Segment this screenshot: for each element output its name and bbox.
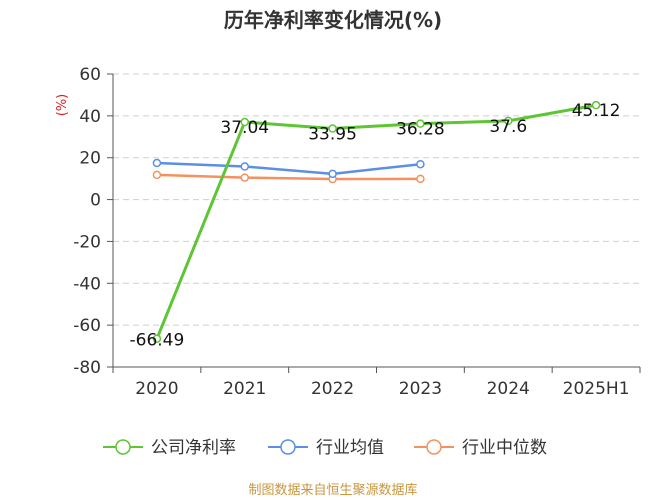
y-tick-label: -60 xyxy=(73,316,101,336)
data-point xyxy=(416,159,425,169)
x-tick-label: 2025H1 xyxy=(563,379,630,399)
data-label: 33.95 xyxy=(308,125,357,145)
legend: 公司净利率 行业均值 行业中位数 xyxy=(103,438,547,458)
data-point xyxy=(240,162,249,171)
axes: 60 40 20 0 -20 -40 -60 -80 2020 2021 2022 2023 2024 2… xyxy=(73,65,641,399)
chart-title: 历年净利率变化情况(%) xyxy=(224,8,442,32)
legend-marker xyxy=(280,439,296,455)
gridlines xyxy=(113,73,640,326)
data-point xyxy=(152,170,162,180)
x-tick-label: 2021 xyxy=(223,379,266,399)
y-tick-label: 20 xyxy=(79,149,101,169)
legend-marker xyxy=(426,439,442,455)
data-point xyxy=(416,119,425,128)
data-point xyxy=(504,116,513,126)
y-axis-unit: (%) xyxy=(55,94,70,117)
y-tick-label: 40 xyxy=(79,107,101,127)
x-tick-label: 2023 xyxy=(399,379,442,399)
data-point xyxy=(240,117,249,127)
series-lines xyxy=(152,100,601,343)
data-point xyxy=(152,334,162,343)
data-point xyxy=(416,174,425,184)
data-label: 37.6 xyxy=(489,117,527,137)
x-tick-label: 2024 xyxy=(487,379,530,399)
series-line xyxy=(156,161,421,176)
legend-label: 行业中位数 xyxy=(462,438,547,458)
legend-label: 公司净利率 xyxy=(151,438,236,458)
data-label: 37.04 xyxy=(220,118,269,138)
data-point xyxy=(152,158,162,168)
y-tick-label: -40 xyxy=(73,274,101,294)
y-tick-label: -20 xyxy=(73,232,101,252)
data-point xyxy=(240,173,249,182)
y-tick-label: 0 xyxy=(90,191,101,211)
data-point xyxy=(328,124,337,133)
data-point xyxy=(591,100,601,110)
data-label: 36.28 xyxy=(396,120,445,140)
series-line xyxy=(155,103,597,340)
series-line xyxy=(156,173,421,181)
data-labels: -66.49 37.04 33.95 36.28 37.6 45.12 xyxy=(130,101,621,351)
data-point xyxy=(328,169,337,179)
legend-label: 行业均值 xyxy=(316,438,384,458)
x-tick-label: 2020 xyxy=(135,379,178,399)
data-label: 45.12 xyxy=(572,101,621,121)
legend-marker xyxy=(115,439,131,455)
y-tick-label: 60 xyxy=(79,65,101,85)
data-label: -66.49 xyxy=(130,331,185,351)
x-tick-label: 2022 xyxy=(311,379,354,399)
source-note: 制图数据来自恒生聚源数据库 xyxy=(248,482,417,498)
y-tick-label: -80 xyxy=(73,358,101,378)
